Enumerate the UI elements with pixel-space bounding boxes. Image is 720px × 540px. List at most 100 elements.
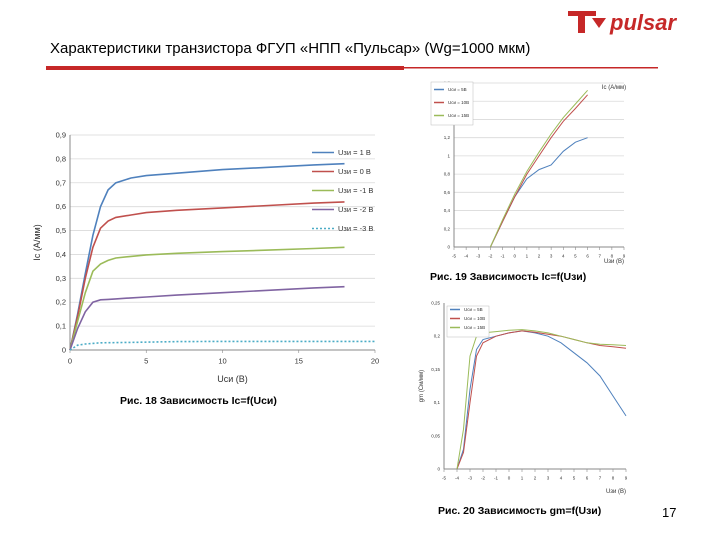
y-tick-label: 0,2 [444,226,451,231]
pulsar-logo: pulsar [568,10,677,35]
x-tick-label: 4 [562,254,565,259]
page-number: 17 [662,505,677,520]
series-line [489,89,588,248]
x-tick-label: 6 [586,476,589,481]
x-tick-label: 3 [547,476,550,481]
legend-label: Uзи = 0 В [338,167,371,176]
x-tick-label: 20 [371,357,379,366]
y-tick-label: 0,2 [56,298,66,307]
x-tick-label: 9 [625,476,628,481]
legend-label: Uзи = -2 В [338,205,373,214]
y-tick-label: 1,2 [444,135,451,140]
x-axis-label: Uзи (В) [606,489,626,495]
y-tick-label: 0,8 [56,154,66,163]
caption-fig20: Рис. 20 Зависимость gm=f(Uзи) [438,505,602,517]
x-tick-label: -2 [481,476,485,481]
legend-box [446,305,490,338]
y-tick-label: 0,05 [431,433,440,438]
y-tick-label: 0,6 [56,202,66,211]
series-line [456,330,627,470]
x-tick-label: 6 [586,254,589,259]
logo-text: pulsar [609,10,677,35]
legend-label: Uзи = -1 В [338,186,373,195]
x-tick-label: 7 [599,476,602,481]
caption-fig19: Рис. 19 Зависимость Iс=f(Uзи) [430,271,587,283]
x-axis-label: Uси (В) [217,374,248,384]
y-tick-label: 0,9 [56,131,66,140]
x-tick-label: 9 [623,254,626,259]
chart-fig18: 0 0,1 0,2 0,3 0,4 0,5 0,6 0,7 0,8 0,9 0 5 10 15 20 Uзи … [32,131,379,385]
series-line [456,330,627,470]
x-tick-label: 4 [560,476,563,481]
legend-label: Uзи = 1 В [338,148,371,157]
title-underline [46,66,658,70]
x-tick-label: -5 [442,476,446,481]
x-tick-label: -1 [501,254,505,259]
x-tick-label: 2 [534,476,537,481]
x-tick-label: 5 [574,254,577,259]
x-tick-label: 0 [68,357,72,366]
series-line [69,246,345,351]
y-tick-label: 0,1 [56,322,66,331]
legend-label: Uзи = -3 В [338,224,373,233]
y-tick-label: 0,7 [56,178,66,187]
series-line [69,201,345,351]
x-tick-label: -3 [476,254,480,259]
y-axis-label: Ic (А/мм) [602,85,626,91]
y-tick-label: 1 [447,153,450,158]
y-tick-label: 0,8 [444,172,451,177]
page-title: Характеристики транзистора ФГУП «НПП «Пу… [50,40,531,57]
legend-label: Uси = 15В [464,325,485,330]
y-tick-label: 0,6 [444,190,451,195]
legend-label: Uси = 5В [464,307,483,312]
x-tick-label: -4 [455,476,459,481]
series-line [69,340,375,351]
y-tick-label: 0,4 [56,250,66,259]
y-tick-label: 0,3 [56,274,66,283]
series-line [69,285,345,351]
y-tick-label: 0,2 [434,334,441,339]
x-tick-label: -1 [494,476,498,481]
title-underline-red [46,66,404,70]
x-tick-label: 5 [573,476,576,481]
x-tick-label: -3 [468,476,472,481]
chart-fig19: 00,20,40,60,811,21,41,61,8-5-4-3-2-10123… [430,81,626,265]
x-axis-label: Uзи (В) [604,259,624,265]
x-tick-label: -2 [488,254,492,259]
caption-fig18: Рис. 18 Зависимость Iс=f(Uси) [120,395,277,407]
y-tick-label: 0,4 [444,208,451,213]
legend-label: Uси = 15В [448,113,469,118]
legend-label: Uси = 5В [448,87,467,92]
series-line [456,329,627,470]
x-tick-label: 1 [521,476,524,481]
legend-label: Uси = 10В [448,100,469,105]
y-axis-label: Iс (А/мм) [32,224,42,260]
x-tick-label: -5 [452,254,456,259]
y-tick-label: 0,1 [434,400,441,405]
x-tick-label: 3 [550,254,553,259]
logo-t-mark [568,11,596,33]
y-tick-label: 0,15 [431,367,440,372]
y-tick-label: 0 [447,245,450,250]
x-tick-label: 15 [295,357,303,366]
x-tick-label: 2 [538,254,541,259]
x-tick-label: -4 [464,254,468,259]
x-tick-label: 8 [612,476,615,481]
logo-triangle [592,18,606,28]
y-tick-label: 0 [62,346,66,355]
chart-fig20: 0 0,05 0,1 0,15 0,2 0,25 -5 -4 -3 -2 -1 0 1 2 3 4 5 6 7 8 9 U… [419,301,628,496]
legend-label: Uси = 10В [464,316,485,321]
y-axis-label: gm (См/мм) [419,370,425,402]
y-tick-label: 0,5 [56,226,66,235]
x-tick-label: 10 [218,357,226,366]
x-tick-label: 0 [508,476,511,481]
series-line [489,94,588,248]
x-tick-label: 0 [513,254,516,259]
y-tick-label: 0 [437,467,440,472]
y-tick-label: 0,25 [431,301,440,306]
x-tick-label: 7 [598,254,601,259]
x-tick-label: 5 [144,357,148,366]
x-tick-label: 1 [526,254,529,259]
title-underline-thin [404,67,658,69]
series-line [69,162,345,351]
